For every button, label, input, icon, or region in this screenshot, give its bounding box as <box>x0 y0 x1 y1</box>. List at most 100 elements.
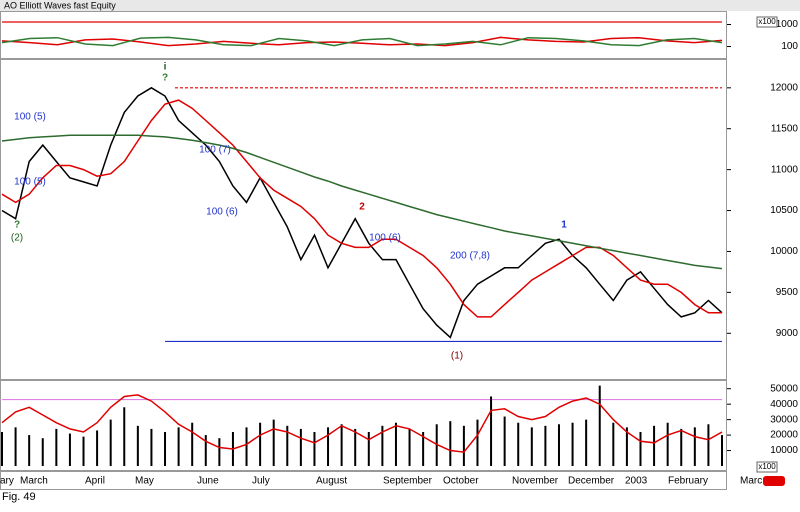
volume-bar <box>449 421 452 466</box>
volume-bar <box>177 427 180 466</box>
x-tick-label: February <box>668 476 708 487</box>
line-series <box>1 394 723 453</box>
x-tick-label: 2003 <box>625 476 648 487</box>
volume-bar <box>1 432 3 466</box>
y-tick-label: 1000 <box>776 19 799 30</box>
annotation: (1) <box>451 351 463 362</box>
unit-box <box>756 461 778 473</box>
volume-bar <box>693 427 696 466</box>
volume-bar <box>299 428 302 466</box>
x-tick-label: August <box>316 476 347 487</box>
volume-bar <box>381 425 384 466</box>
annotation: i <box>164 62 167 73</box>
volume-bar <box>354 428 357 466</box>
volume-bar <box>82 436 85 466</box>
volume-bar <box>598 385 601 466</box>
y-tick-label: 11000 <box>771 164 799 175</box>
volume-bar <box>109 419 112 466</box>
x-tick-label: March <box>20 476 48 487</box>
line-series <box>1 134 723 270</box>
volume-bar <box>680 428 683 466</box>
annotation: 100 (5) <box>14 112 46 123</box>
y-tick-label: 10000 <box>770 246 798 257</box>
line-series <box>1 86 723 339</box>
volume-bar <box>544 425 547 466</box>
volume-bar <box>191 422 194 466</box>
volume-bar <box>571 422 574 466</box>
x-tick-label: October <box>443 476 479 487</box>
volume-bar <box>394 422 397 466</box>
volume-bar <box>557 424 560 466</box>
volume-bar <box>136 425 139 466</box>
annotation: 1 <box>561 220 567 231</box>
y-tick-label: 40000 <box>770 399 798 410</box>
x-tick-label: July <box>252 476 270 487</box>
annotation: ? <box>14 220 20 231</box>
volume-bar <box>286 425 289 466</box>
x-tick-label: ary <box>0 476 14 487</box>
y-tick-label: 100 <box>781 41 798 52</box>
y-tick-label: 11500 <box>771 123 799 134</box>
volume-bar <box>245 427 248 466</box>
volume-bar <box>503 416 506 466</box>
volume-bar <box>272 419 275 466</box>
y-tick-label: 20000 <box>770 430 798 441</box>
volume-panel <box>0 380 727 471</box>
volume-bar <box>408 428 411 466</box>
y-tick-label: 9500 <box>776 287 799 298</box>
x-tick-label: April <box>85 476 105 487</box>
annotation: (2) <box>11 233 23 244</box>
volume-bar <box>96 430 99 466</box>
volume-bar <box>55 428 58 466</box>
volume-bar <box>653 425 656 466</box>
volume-bar <box>28 435 31 466</box>
x-axis-panel <box>0 471 727 490</box>
annotation: 100 (5) <box>14 177 46 188</box>
indicator-panel <box>0 11 727 59</box>
x-tick-label: November <box>512 476 559 487</box>
annotation: 200 (7,8) <box>450 251 490 262</box>
annotation: 2 <box>359 202 365 213</box>
y-tick-label: 9000 <box>776 328 799 339</box>
volume-bar <box>666 422 669 466</box>
annotation: 100 (6) <box>206 207 238 218</box>
line-series <box>1 36 723 47</box>
volume-bar <box>721 435 723 466</box>
line-series <box>1 36 723 47</box>
volume-bar <box>612 422 615 466</box>
volume-bar <box>639 432 642 466</box>
volume-bar <box>204 435 207 466</box>
volume-bar <box>340 424 343 466</box>
unit-box <box>756 16 778 28</box>
x-tick-label: June <box>197 476 219 487</box>
volume-bar <box>476 419 479 466</box>
volume-bar <box>367 432 370 466</box>
y-tick-label: 50000 <box>770 383 798 394</box>
volume-bar <box>14 427 17 466</box>
y-tick-label: 30000 <box>770 414 798 425</box>
volume-bar <box>422 432 425 466</box>
figure-label: Fig. 49 <box>2 491 36 503</box>
volume-bar <box>313 432 316 466</box>
chart-title: AO Elliott Waves fast Equity <box>4 0 116 10</box>
unit-label: x100 <box>758 462 776 471</box>
volume-bar <box>218 438 221 466</box>
unit-label: x100 <box>758 17 776 26</box>
y-tick-label: 12000 <box>770 82 798 93</box>
annotation: 100 (7) <box>199 145 231 156</box>
volume-bar <box>530 427 533 466</box>
volume-bar <box>68 433 71 466</box>
volume-bar <box>585 419 588 466</box>
volume-bar <box>517 422 520 466</box>
volume-bar <box>462 425 465 466</box>
logo-icon <box>763 476 785 486</box>
y-tick-label: 10500 <box>770 205 798 216</box>
annotation: 100 (6) <box>369 233 401 244</box>
x-tick-label: December <box>568 476 615 487</box>
volume-bar <box>327 427 330 466</box>
volume-bar <box>123 407 126 466</box>
volume-bar <box>150 428 153 466</box>
title-bar <box>0 0 800 11</box>
x-tick-label: May <box>135 476 154 487</box>
